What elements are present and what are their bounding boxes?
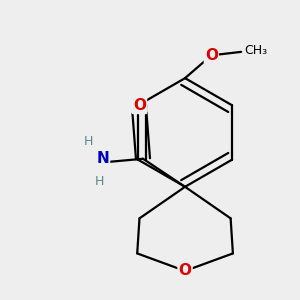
Text: H: H	[84, 135, 93, 148]
Text: CH₃: CH₃	[244, 44, 268, 57]
Text: O: O	[205, 48, 218, 63]
Text: H: H	[94, 175, 104, 188]
Text: O: O	[178, 263, 192, 278]
Text: O: O	[133, 98, 146, 113]
Text: N: N	[96, 151, 109, 166]
